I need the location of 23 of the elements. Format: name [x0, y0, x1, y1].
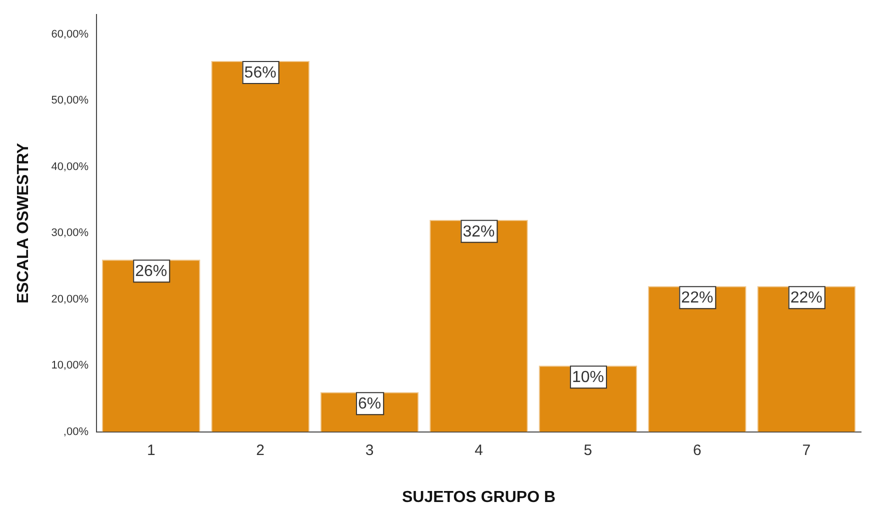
data-label: 10%: [572, 368, 604, 386]
data-label: 32%: [462, 223, 495, 240]
y-tick-label: 20,00%: [51, 293, 89, 306]
data-label: 26%: [135, 263, 168, 280]
x-tick-label: 4: [474, 442, 483, 459]
data-label: 56%: [244, 64, 276, 82]
y-tick-label: 60,00%: [51, 28, 89, 40]
x-tick-label: 6: [693, 442, 702, 459]
y-tick-label: 10,00%: [51, 360, 89, 372]
x-tick-label: 2: [256, 442, 264, 459]
x-tick-label: 1: [146, 442, 156, 459]
x-tick-label: 7: [802, 442, 811, 459]
y-tick-label: ,00%: [63, 426, 89, 438]
x-axis-title: SUJETOS GRUPO B: [402, 488, 556, 506]
x-tick-label: 3: [365, 442, 374, 459]
y-tick-label: 30,00%: [51, 227, 89, 240]
y-tick-label: 50,00%: [51, 94, 89, 107]
data-label: 6%: [358, 395, 382, 412]
y-axis-title: ESCALA OSWESTRY: [15, 142, 32, 304]
data-label: 22%: [681, 290, 714, 307]
data-label: 22%: [790, 290, 822, 307]
x-tick-label: 5: [584, 442, 592, 459]
y-tick-label: 40,00%: [51, 160, 89, 173]
